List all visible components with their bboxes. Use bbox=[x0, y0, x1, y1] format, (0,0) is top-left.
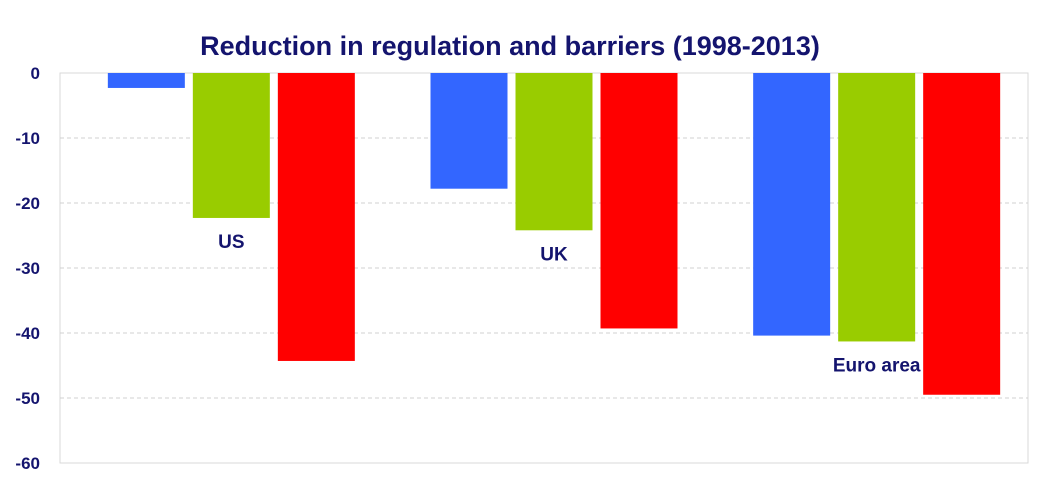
category-labels: US UK Euro area bbox=[218, 232, 921, 377]
category-label: US bbox=[218, 232, 244, 253]
bar-series-2-uk bbox=[515, 73, 593, 231]
bar-series-3-us bbox=[277, 73, 355, 361]
y-tick-label: 0 bbox=[31, 64, 40, 83]
y-tick-label: -40 bbox=[15, 324, 40, 343]
bars bbox=[107, 73, 1001, 395]
bar-series-1-us bbox=[107, 73, 185, 88]
bar-series-2-us bbox=[192, 73, 270, 218]
bar-series-1-euro-area bbox=[753, 73, 831, 336]
y-tick-label: -50 bbox=[15, 389, 40, 408]
y-tick-label: -20 bbox=[15, 194, 40, 213]
y-tick-label: -60 bbox=[15, 454, 40, 473]
bar-series-2-euro-area bbox=[838, 73, 916, 342]
bar-series-1-uk bbox=[430, 73, 508, 189]
bar-series-3-euro-area bbox=[923, 73, 1001, 395]
category-label: UK bbox=[540, 244, 568, 265]
category-label: Euro area bbox=[833, 355, 921, 376]
y-tick-label: -10 bbox=[15, 129, 40, 148]
bar-series-3-uk bbox=[600, 73, 678, 329]
y-axis-ticks: 0 -10 -20 -30 -40 -50 -60 bbox=[15, 64, 40, 473]
chart-title: Reduction in regulation and barriers (19… bbox=[200, 31, 820, 61]
y-tick-label: -30 bbox=[15, 259, 40, 278]
